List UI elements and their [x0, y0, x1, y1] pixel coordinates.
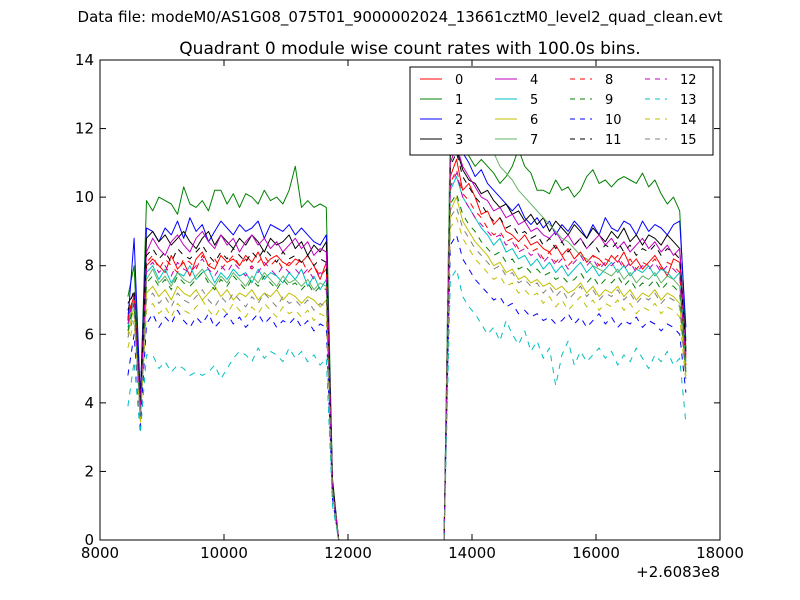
legend-label-13: 13 — [680, 93, 697, 108]
x-tick-label: 10000 — [200, 544, 248, 562]
legend-label-14: 14 — [680, 113, 697, 128]
legend-label-10: 10 — [605, 113, 622, 128]
chart-title: Quadrant 0 module wise count rates with … — [179, 39, 640, 59]
y-tick-label: 2 — [84, 462, 94, 480]
x-tick-label: 18000 — [696, 544, 744, 562]
series-group — [127, 86, 687, 540]
x-tick-label: 12000 — [324, 544, 372, 562]
series-line-6 — [127, 196, 687, 540]
series-line-9 — [127, 193, 687, 540]
series-line-1 — [127, 131, 687, 540]
x-tick-label: 8000 — [81, 544, 119, 562]
legend-label-11: 11 — [605, 133, 622, 148]
y-tick-label: 0 — [84, 531, 94, 549]
figure-suptitle: Data file: modeM0/AS1G08_075T01_90000020… — [77, 8, 723, 26]
series-line-11 — [127, 152, 687, 540]
y-tick-label: 12 — [75, 120, 94, 138]
axes-frame — [99, 59, 721, 541]
y-tick-label: 6 — [84, 325, 94, 343]
legend-label-4: 4 — [530, 73, 538, 88]
y-tick-label: 14 — [75, 51, 94, 69]
y-tick-label: 4 — [84, 394, 94, 412]
legend-box — [409, 66, 714, 156]
legend-label-12: 12 — [680, 73, 697, 88]
legend-label-7: 7 — [530, 133, 538, 148]
series-line-14 — [127, 217, 687, 540]
series-line-7 — [127, 86, 687, 540]
y-tick-label: 10 — [75, 188, 94, 206]
series-line-2 — [127, 124, 687, 540]
legend-label-0: 0 — [455, 73, 463, 88]
legend-label-5: 5 — [530, 93, 538, 108]
legend-label-2: 2 — [455, 113, 463, 128]
legend-label-8: 8 — [605, 73, 613, 88]
y-tick-label: 8 — [84, 257, 94, 275]
series-line-8 — [127, 169, 687, 540]
x-offset-label: +2.6083e8 — [636, 563, 720, 581]
legend-label-1: 1 — [455, 93, 463, 108]
legend-label-3: 3 — [455, 133, 463, 148]
legend-label-6: 6 — [530, 113, 538, 128]
x-tick-label: 14000 — [448, 544, 496, 562]
legend-label-15: 15 — [680, 133, 697, 148]
x-tick-label: 16000 — [572, 544, 620, 562]
series-line-10 — [127, 234, 687, 540]
legend-label-9: 9 — [605, 93, 613, 108]
